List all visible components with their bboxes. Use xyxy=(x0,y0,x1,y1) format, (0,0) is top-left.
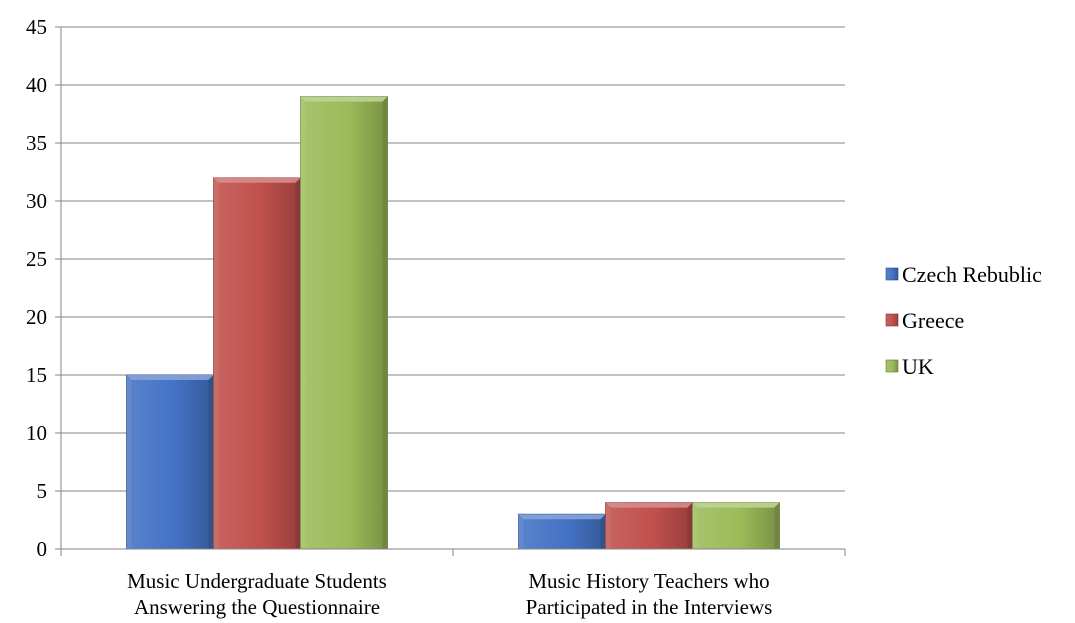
axes xyxy=(55,26,846,556)
x-category-label: Music History Teachers who xyxy=(528,569,769,593)
y-tick-labels: 0 5 10 15 20 25 30 35 40 45 xyxy=(26,15,47,561)
bar-uk xyxy=(300,96,388,550)
y-tick-label: 45 xyxy=(26,15,47,39)
legend-swatch xyxy=(885,313,899,327)
y-tick-label: 25 xyxy=(26,247,47,271)
bar-czech-rebublic xyxy=(518,513,606,550)
legend-item-czech-rebublic: Czech Rebublic xyxy=(885,262,1042,287)
y-tick-label: 35 xyxy=(26,131,47,155)
y-tick-label: 0 xyxy=(37,537,48,561)
legend-swatch xyxy=(885,359,899,373)
legend-item-uk: UK xyxy=(885,354,934,379)
bar-uk xyxy=(692,502,780,550)
x-category-label: Music Undergraduate Students xyxy=(127,569,387,593)
y-tick-label: 15 xyxy=(26,363,47,387)
y-tick-label: 40 xyxy=(26,73,47,97)
legend: Czech Rebublic Greece UK xyxy=(885,262,1042,379)
y-tick-label: 5 xyxy=(37,479,48,503)
x-category-label: Participated in the Interviews xyxy=(526,595,773,619)
legend-label: Greece xyxy=(902,308,964,333)
bars xyxy=(126,96,780,550)
legend-label: UK xyxy=(902,354,934,379)
bar-czech-rebublic xyxy=(126,374,214,550)
y-tick-label: 30 xyxy=(26,189,47,213)
legend-label: Czech Rebublic xyxy=(902,262,1042,287)
y-tick-label: 10 xyxy=(26,421,47,445)
y-tick-label: 20 xyxy=(26,305,47,329)
bar-greece xyxy=(605,502,693,550)
x-category-label: Answering the Questionnaire xyxy=(134,595,380,619)
legend-item-greece: Greece xyxy=(885,308,964,333)
legend-swatch xyxy=(885,267,899,281)
bar-greece xyxy=(213,177,301,550)
